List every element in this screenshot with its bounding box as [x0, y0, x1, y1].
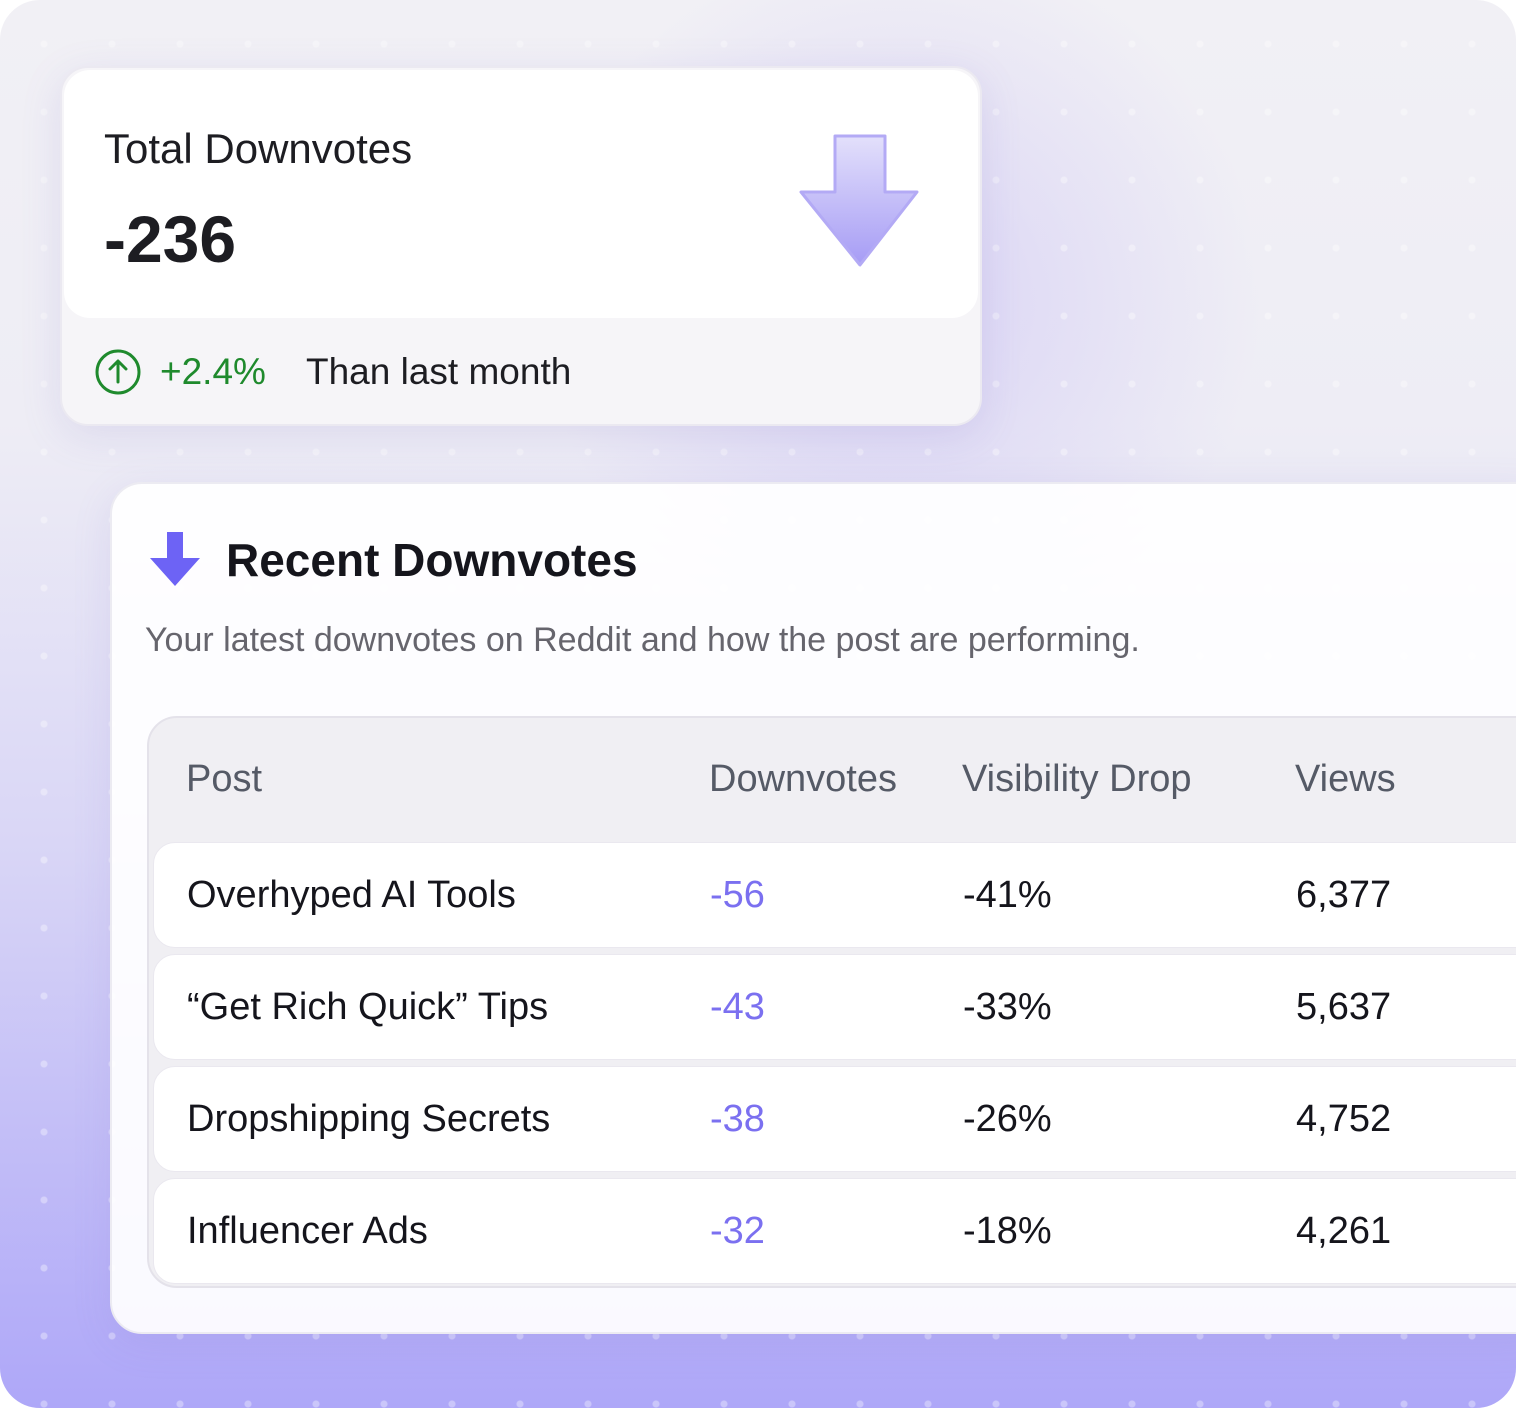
- cell: -43: [710, 986, 765, 1028]
- post-title: Influencer Ads: [187, 1210, 428, 1252]
- cell: 6,377: [1296, 874, 1392, 916]
- table-row: Dropshipping Secrets -38 -26% 4,752: [153, 1066, 1516, 1172]
- cell: -33%: [963, 986, 1052, 1028]
- stat-title: Total Downvotes: [104, 125, 413, 172]
- stat-card-top: Total Downvotes -236: [64, 70, 978, 318]
- section-subtitle: Your latest downvotes on Reddit and how …: [145, 621, 1140, 659]
- cell: 4,261: [1296, 1210, 1392, 1252]
- stat-card: Total Downvotes -236 +2.4% Than last mon…: [60, 66, 982, 426]
- column-header: Views: [1295, 758, 1396, 800]
- cell: 4,752: [1296, 1098, 1392, 1140]
- section-title: Recent Downvotes: [226, 534, 638, 586]
- cell: -38: [710, 1098, 765, 1140]
- column-header: Downvotes: [709, 758, 897, 800]
- cell: -32: [710, 1210, 765, 1252]
- cell: -26%: [963, 1098, 1052, 1140]
- table-row: Overhyped AI Tools -56 -41% 6,377: [153, 842, 1516, 948]
- stat-change-label: Than last month: [306, 351, 572, 392]
- column-header: Post: [186, 758, 263, 800]
- post-title: Dropshipping Secrets: [187, 1098, 551, 1140]
- stat-value: -236: [104, 202, 237, 276]
- trend-up-icon: [95, 349, 141, 395]
- cell: -41%: [963, 874, 1052, 916]
- post-title: Overhyped AI Tools: [187, 874, 516, 916]
- cell: -18%: [963, 1210, 1052, 1252]
- table-row: Influencer Ads -32 -18% 4,261: [153, 1178, 1516, 1284]
- recent-card: Recent Downvotes Your latest downvotes o…: [110, 482, 1516, 1334]
- section-icon: [150, 532, 200, 586]
- stat-change: +2.4%: [160, 351, 266, 392]
- column-header: Visibility Drop: [962, 758, 1192, 800]
- table: Post Downvotes Visibility Drop Views Overhyp…: [147, 716, 1516, 1288]
- table-row: “Get Rich Quick” Tips -43 -33% 5,637: [153, 954, 1516, 1060]
- cell: 5,637: [1296, 986, 1392, 1028]
- post-title: “Get Rich Quick” Tips: [187, 986, 549, 1028]
- cell: -56: [710, 874, 765, 916]
- down-arrow-icon: [799, 134, 919, 267]
